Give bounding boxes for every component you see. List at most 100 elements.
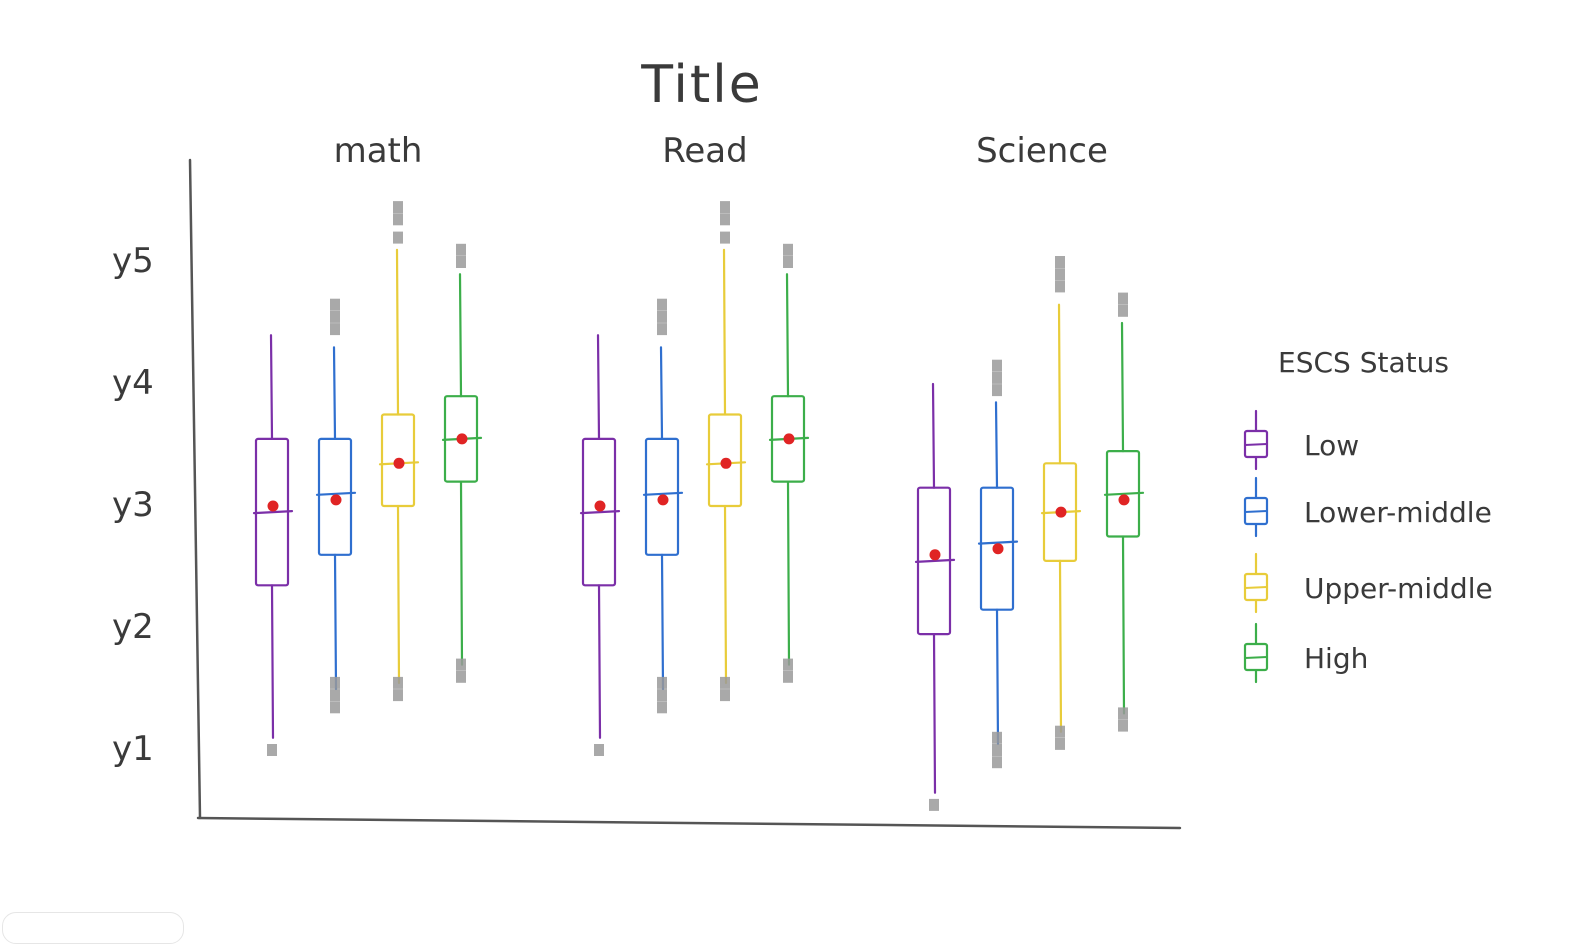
box-plot-mark	[378, 201, 420, 702]
mean-point	[929, 549, 941, 561]
upper-whisker	[785, 273, 790, 398]
box-plot-mark	[977, 359, 1019, 769]
group-label: Science	[976, 131, 1108, 171]
outlier-point	[657, 323, 667, 336]
box-plot-mark	[705, 201, 747, 702]
outlier-point	[657, 689, 667, 702]
upper-whisker	[395, 248, 400, 416]
outlier-point	[992, 731, 1002, 744]
lower-whisker	[660, 553, 665, 691]
outlier-point	[783, 658, 793, 671]
legend-label: Low	[1304, 429, 1359, 462]
lower-whisker	[597, 584, 602, 739]
median-line	[977, 540, 1019, 545]
box-plot-mark	[1103, 292, 1145, 732]
outlier-point	[720, 689, 730, 702]
y-axis-line	[188, 158, 202, 820]
outlier-point	[720, 676, 730, 689]
lower-whisker	[1121, 535, 1126, 715]
outlier-point	[657, 310, 667, 323]
box-iqr	[644, 437, 680, 556]
lower-whisker	[786, 480, 791, 666]
outlier-point	[1055, 268, 1065, 281]
group-labels: math Read Science	[334, 131, 1108, 171]
mean-point	[1118, 494, 1130, 506]
outlier-point	[393, 676, 403, 689]
lower-whisker	[1058, 559, 1063, 733]
y-tick-label: y2	[112, 607, 154, 647]
box-iqr	[979, 486, 1015, 611]
mean-point	[783, 433, 795, 445]
y-tick-labels: y5 y4 y3 y2 y1	[112, 241, 154, 769]
lower-whisker	[396, 504, 401, 685]
outlier-point	[330, 701, 340, 714]
y-tick-label: y4	[112, 363, 154, 403]
outlier-point	[1055, 256, 1065, 268]
legend-key	[1243, 552, 1269, 614]
upper-whisker	[458, 273, 463, 398]
y-tick-label: y1	[112, 729, 154, 769]
box-plot-mark	[914, 382, 956, 811]
outlier-point	[330, 689, 340, 702]
box-plot-mark	[768, 243, 810, 683]
legend-key	[1243, 409, 1269, 471]
box-plot-mark	[579, 334, 621, 756]
box-plot-mark	[252, 334, 294, 756]
mean-point	[720, 457, 732, 469]
upper-whisker	[722, 248, 727, 416]
outlier-point	[1118, 707, 1128, 720]
outlier-point	[456, 243, 466, 256]
outlier-point	[992, 384, 1002, 397]
legend-label: High	[1304, 642, 1368, 675]
mean-point	[594, 500, 606, 512]
outlier-point	[393, 201, 403, 214]
upper-whisker	[269, 334, 274, 440]
mean-point	[267, 500, 279, 512]
outlier-point	[929, 798, 939, 811]
outlier-point	[393, 689, 403, 702]
legend-label: Lower-middle	[1304, 496, 1492, 529]
upper-whisker	[1120, 321, 1125, 453]
outlier-point	[393, 231, 403, 244]
mean-point	[1055, 506, 1067, 518]
upper-whisker	[596, 334, 601, 440]
outlier-point	[330, 676, 340, 689]
outlier-point	[992, 756, 1002, 769]
lower-whisker	[723, 504, 728, 685]
box-plot-mark	[441, 243, 483, 683]
outlier-point	[267, 744, 277, 756]
y-tick-label: y3	[112, 485, 154, 525]
outlier-point	[456, 658, 466, 671]
outlier-point	[393, 213, 403, 226]
outlier-point	[1055, 280, 1065, 293]
upper-whisker	[931, 382, 936, 489]
upper-whisker	[1057, 303, 1062, 465]
mean-point	[393, 457, 405, 469]
chart-title: Title	[640, 55, 762, 115]
median-line	[315, 491, 357, 496]
legend-key	[1243, 622, 1269, 684]
upper-whisker	[659, 346, 664, 440]
outlier-point	[992, 744, 1002, 756]
mean-point	[330, 494, 342, 506]
outlier-point	[720, 231, 730, 244]
median-line	[1103, 491, 1145, 496]
median-line	[914, 558, 956, 564]
box-iqr	[317, 437, 353, 556]
outlier-point	[783, 670, 793, 683]
lower-whisker	[932, 632, 937, 794]
y-tick-label: y5	[112, 241, 154, 281]
legend-label: Upper-middle	[1304, 572, 1493, 605]
outlier-point	[456, 670, 466, 683]
median-line	[252, 510, 294, 515]
upper-whisker	[332, 346, 337, 440]
outlier-point	[657, 701, 667, 714]
outlier-point	[1055, 725, 1065, 738]
mean-point	[657, 494, 669, 506]
outlier-point	[720, 213, 730, 226]
outlier-point	[1118, 719, 1128, 732]
outlier-point	[992, 371, 1002, 384]
upper-whisker	[994, 401, 999, 489]
group-label: Read	[662, 131, 747, 171]
box-marks	[252, 201, 1145, 811]
